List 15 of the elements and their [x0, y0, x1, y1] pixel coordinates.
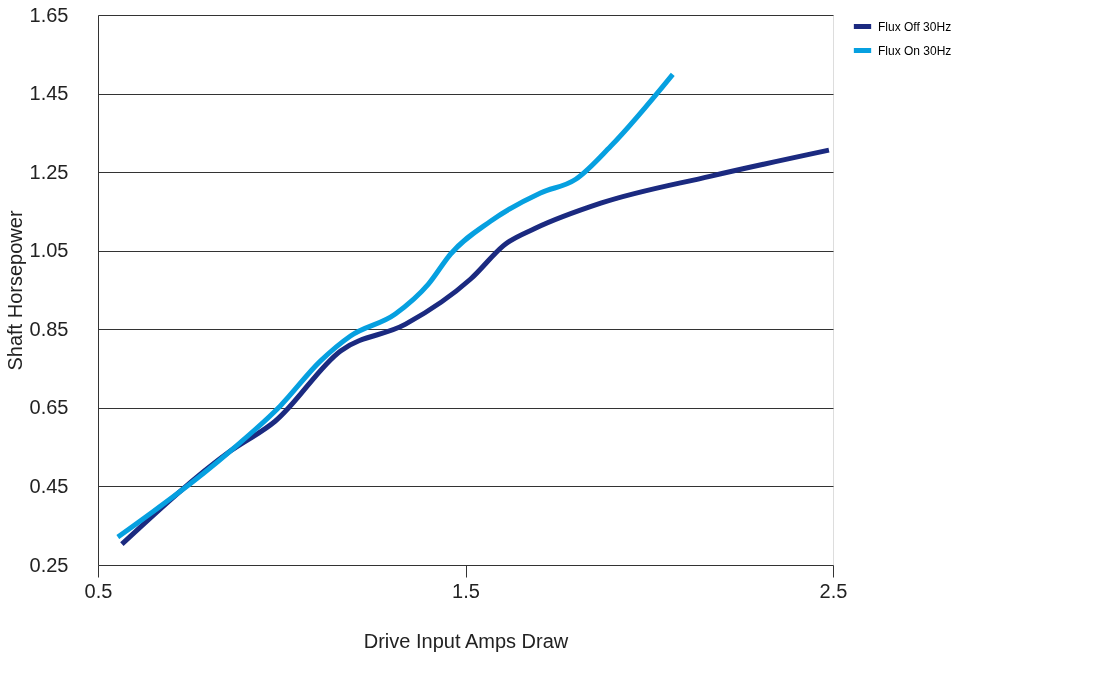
x-tick-label: 2.5	[819, 579, 848, 602]
x-axis-title: Drive Input Amps Draw	[363, 629, 569, 652]
y-tick-label: 0.85	[29, 317, 69, 340]
y-tick-label: 1.25	[29, 160, 69, 183]
y-tick-label: 0.45	[29, 474, 69, 497]
legend-label: Flux Off 30Hz	[878, 19, 952, 34]
y-tick-label: 0.65	[29, 396, 69, 419]
x-tick-label: 1.5	[452, 579, 480, 602]
y-tick-label: 0.25	[29, 553, 69, 576]
y-tick-label: 1.65	[29, 3, 69, 26]
x-tick-label: 0.5	[84, 579, 113, 602]
y-tick-label: 1.45	[29, 82, 69, 105]
legend-label: Flux On 30Hz	[878, 43, 952, 58]
y-tick-label: 1.05	[29, 239, 69, 262]
y-axis-title: Shaft Horsepower	[3, 210, 26, 371]
